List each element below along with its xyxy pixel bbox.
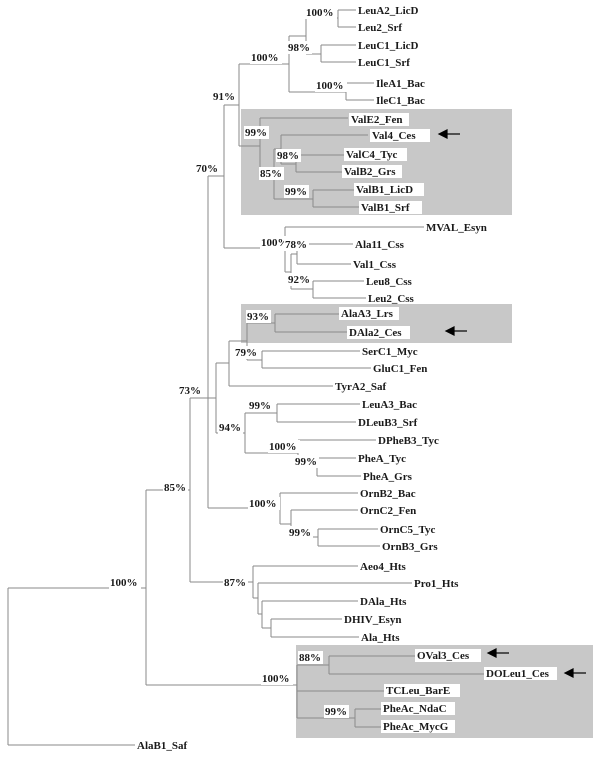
bootstrap-label: 78%	[285, 239, 307, 251]
bootstrap-label: 100%	[306, 7, 334, 19]
leaf-label: SerC1_Myc	[362, 346, 418, 358]
left-arrow-icon	[444, 326, 467, 336]
bootstrap-label: 98%	[277, 150, 299, 162]
highlight-arrows	[437, 129, 586, 678]
bootstrap-label: 94%	[219, 422, 241, 434]
leaf-label: TyrA2_Saf	[335, 381, 386, 393]
bootstrap-label: 79%	[235, 347, 257, 359]
bootstrap-label: 73%	[179, 385, 201, 397]
branch	[317, 528, 380, 547]
leaf-label: LeuC1_Srf	[358, 57, 410, 69]
branch	[320, 44, 356, 63]
leaf-label: PheAc_NdaC	[383, 703, 447, 715]
highlight-boxes	[241, 109, 593, 738]
branch	[316, 457, 361, 477]
leaf-label: ValC4_Tyc	[346, 149, 397, 161]
bootstrap-label: 99%	[289, 527, 311, 539]
leaf-label: LeuA2_LicD	[358, 5, 419, 17]
bootstrap-label: 98%	[288, 42, 310, 54]
leaf-label: OrnC2_Fen	[360, 505, 416, 517]
bootstrap-label: 99%	[325, 706, 347, 718]
bootstrap-label: 99%	[245, 127, 267, 139]
branch	[296, 664, 384, 719]
leaf-label: OrnC5_Tyc	[380, 524, 436, 536]
leaf-label: OrnB2_Bac	[360, 488, 416, 500]
leaf-label: OrnB3_Grs	[382, 541, 438, 553]
leaf-label: Leu8_Css	[366, 276, 413, 288]
leaf-label: AlaA3_Lrs	[341, 308, 394, 320]
bootstrap-label: 100%	[251, 52, 279, 64]
leaf-label: PheAc_MycG	[383, 721, 449, 733]
leaf-label: DAla_Hts	[360, 596, 407, 608]
leaf-label: DHIV_Esyn	[344, 614, 401, 626]
branch	[145, 489, 297, 686]
bootstrap-label: 99%	[285, 186, 307, 198]
bootstrap-label: 100%	[316, 80, 344, 92]
leaf-label: TCLeu_BarE	[386, 685, 450, 697]
bootstrap-label: 93%	[247, 311, 269, 323]
leaf-label: Leu2_Srf	[358, 22, 402, 34]
leaf-label: Val4_Ces	[372, 130, 416, 142]
bootstrap-label: 91%	[213, 91, 235, 103]
left-arrow-icon	[563, 668, 586, 678]
bootstrap-label: 92%	[288, 274, 310, 286]
branch	[261, 350, 371, 369]
bootstrap-label: 100%	[262, 673, 290, 685]
leaf-label: DLeuB3_Srf	[358, 417, 418, 429]
bootstrap-label: 99%	[295, 456, 317, 468]
leaf-label: OVal3_Ces	[417, 650, 470, 662]
leaf-label: LeuC1_LicD	[358, 40, 419, 52]
leaf-label: LeuA3_Bac	[362, 399, 417, 411]
leaf-label: Pro1_Hts	[414, 578, 459, 590]
leaf-label: PheA_Grs	[363, 471, 413, 483]
branch	[252, 565, 358, 599]
leaf-label: IleA1_Bac	[376, 78, 425, 90]
bootstrap-label: 100%	[249, 498, 277, 510]
leaf-label: Val1_Css	[353, 259, 397, 271]
bootstrap-label: 85%	[164, 482, 186, 494]
leaf-label: ValB1_LicD	[356, 184, 413, 196]
branch	[276, 403, 360, 423]
leaf-label: MVAL_Esyn	[426, 222, 487, 234]
branch	[337, 9, 356, 28]
branch	[312, 280, 366, 299]
bootstrap-label: 88%	[299, 652, 321, 664]
branch	[7, 587, 146, 746]
bootstrap-label: 87%	[224, 577, 246, 589]
leaf-label: Aeo4_Hts	[360, 561, 407, 573]
leaf-label: DOLeu1_Ces	[486, 668, 550, 680]
leaf-label: AlaB1_Saf	[137, 740, 187, 752]
leaf-label: ValE2_Fen	[351, 114, 403, 126]
bootstrap-labels: 100% 98% 100% 100% 91% 99% 98% 85% 99% 7…	[109, 6, 349, 718]
bootstrap-label: 100%	[269, 441, 297, 453]
leaf-label: DAla2_Ces	[349, 327, 402, 339]
leaf-label: IleC1_Bac	[376, 95, 425, 107]
left-arrow-icon	[437, 129, 460, 139]
leaf-labels: ValE2_Fen Val4_Ces ValC4_Tyc ValB2_Grs V…	[137, 5, 557, 752]
bootstrap-label: 85%	[260, 168, 282, 180]
leaf-label: Leu2_Css	[368, 293, 415, 305]
branch	[279, 492, 358, 525]
leaf-label: ValB1_Srf	[361, 202, 410, 214]
leaf-label: PheA_Tyc	[358, 453, 406, 465]
leaf-label: GluC1_Fen	[373, 363, 427, 375]
leaf-label: DPheB3_Tyc	[378, 435, 439, 447]
left-arrow-icon	[486, 648, 509, 658]
leaf-label: ValB2_Grs	[344, 166, 396, 178]
bootstrap-label: 70%	[196, 163, 218, 175]
bootstrap-label: 100%	[261, 237, 289, 249]
bootstrap-label: 99%	[249, 400, 271, 412]
leaf-label: Ala11_Css	[355, 239, 405, 251]
branch	[345, 82, 374, 101]
bootstrap-label: 100%	[110, 577, 138, 589]
leaf-label: Ala_Hts	[361, 632, 400, 644]
